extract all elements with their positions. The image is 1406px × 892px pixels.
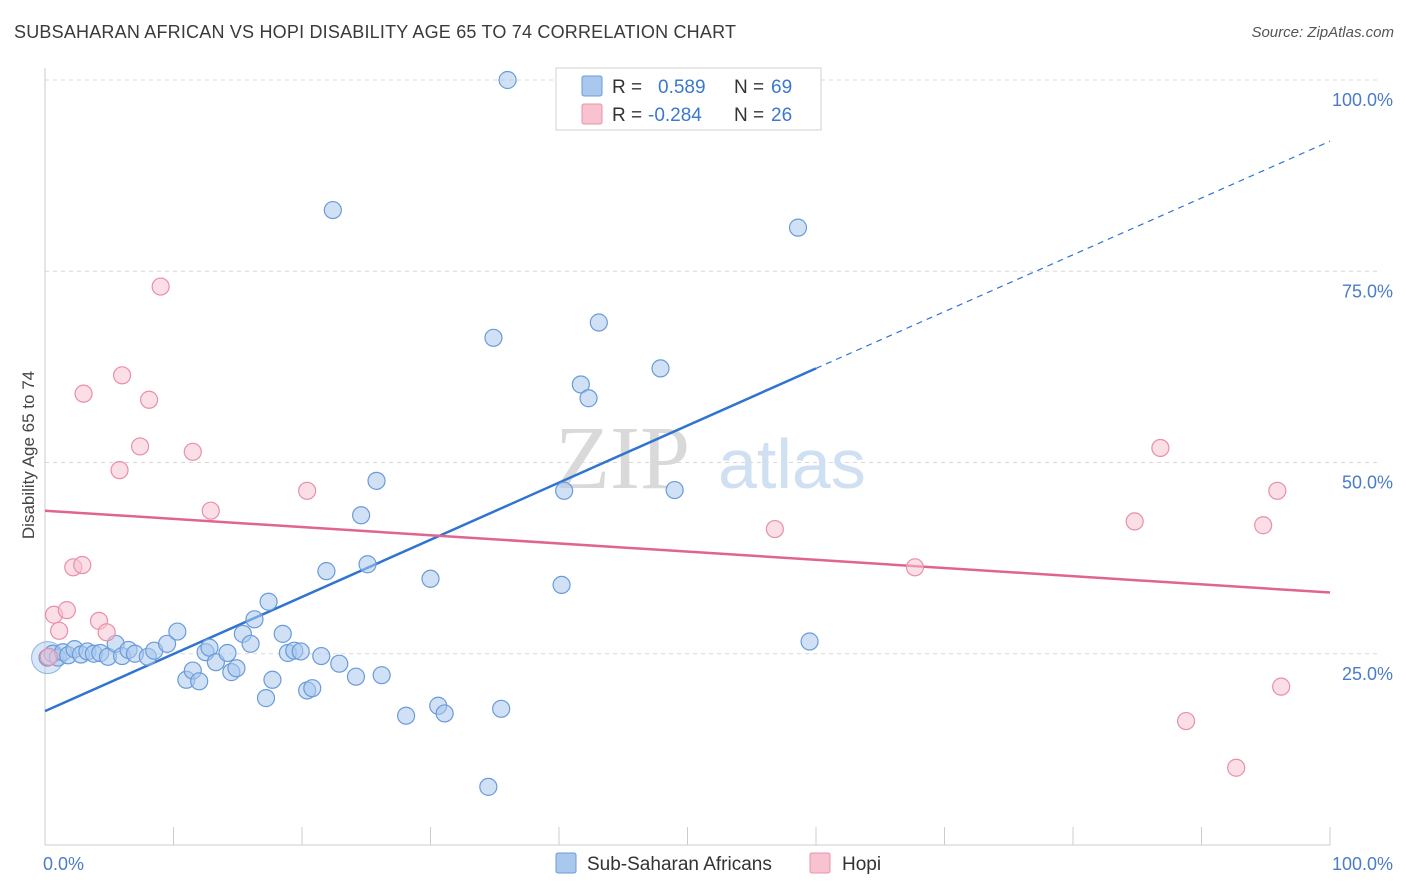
- point-sub-saharan: [273, 624, 292, 643]
- point-hopi: [57, 601, 76, 620]
- legend-n-value: 26: [771, 105, 792, 126]
- point-sub-saharan: [498, 70, 517, 90]
- legend-r-label: R =: [612, 77, 642, 98]
- y-axis-label: Disability Age 65 to 74: [19, 371, 38, 539]
- y-tick-label: 50.0%: [1342, 473, 1393, 493]
- point-hopi: [1272, 677, 1291, 696]
- point-hopi: [139, 390, 159, 409]
- legend-r-label: R =: [612, 105, 642, 126]
- legend-n-value: 69: [771, 77, 792, 98]
- point-sub-saharan: [555, 481, 574, 500]
- legend-r-value: 0.589: [658, 77, 706, 98]
- data-points: [31, 70, 1291, 796]
- legend-swatch-blue: [581, 75, 603, 97]
- chart-title: SUBSAHARAN AFRICAN VS HOPI DISABILITY AG…: [14, 22, 737, 42]
- point-hopi: [74, 384, 93, 403]
- trend-line-sub-saharan-extension: [815, 140, 1331, 369]
- series-name: Sub-Saharan Africans: [587, 854, 772, 875]
- correlation-legend: R = 0.589 N = 69 R = -0.284 N = 26: [555, 67, 822, 131]
- grid: [45, 79, 1380, 655]
- point-sub-saharan: [579, 389, 598, 408]
- point-sub-saharan: [552, 575, 571, 595]
- point-hopi: [50, 621, 69, 640]
- x-tick-label: 0.0%: [43, 854, 84, 874]
- y-tick-label: 75.0%: [1342, 281, 1393, 301]
- point-sub-saharan: [312, 646, 331, 666]
- legend-n-label: N =: [734, 77, 764, 98]
- point-sub-saharan: [256, 689, 276, 708]
- point-hopi: [298, 481, 317, 500]
- point-sub-saharan: [168, 622, 187, 641]
- series-name: Hopi: [842, 854, 881, 875]
- x-tick-label: 100.0%: [1332, 854, 1393, 874]
- point-sub-saharan: [788, 218, 808, 237]
- point-sub-saharan: [317, 562, 336, 581]
- point-hopi: [112, 366, 132, 385]
- point-sub-saharan: [259, 592, 278, 611]
- point-sub-saharan: [303, 679, 322, 698]
- point-hopi: [183, 442, 202, 461]
- point-hopi: [73, 555, 92, 575]
- x-tick-labels: 0.0% 100.0%: [43, 854, 1393, 874]
- point-sub-saharan: [571, 375, 590, 394]
- series-swatch-pink: [809, 852, 831, 874]
- point-hopi: [765, 519, 784, 539]
- legend-r-value: -0.284: [648, 105, 702, 126]
- point-hopi: [1176, 711, 1196, 731]
- point-hopi: [1268, 481, 1287, 500]
- point-hopi: [1125, 512, 1144, 531]
- trend-lines: [44, 140, 1331, 713]
- point-sub-saharan: [651, 359, 670, 378]
- point-sub-saharan: [245, 610, 264, 629]
- point-sub-saharan: [346, 667, 366, 686]
- point-sub-saharan: [589, 313, 608, 332]
- point-sub-saharan: [435, 704, 454, 723]
- point-sub-saharan: [157, 634, 177, 653]
- source-label: Source: ZipAtlas.com: [1251, 24, 1394, 41]
- point-hopi: [110, 461, 129, 480]
- point-sub-saharan: [227, 659, 246, 678]
- series-swatch-blue: [555, 852, 577, 874]
- point-hopi: [1227, 758, 1246, 777]
- legend-n-label: N =: [734, 105, 764, 126]
- point-sub-saharan: [241, 634, 260, 653]
- point-sub-saharan: [323, 200, 342, 220]
- axes: [44, 68, 1331, 846]
- watermark-atlas: atlas: [718, 425, 866, 503]
- point-sub-saharan: [421, 569, 440, 588]
- y-tick-label: 100.0%: [1332, 90, 1393, 110]
- point-hopi: [39, 647, 58, 666]
- watermark: ZIP atlas: [555, 409, 866, 508]
- point-sub-saharan: [218, 643, 237, 663]
- point-sub-saharan: [352, 506, 371, 525]
- point-sub-saharan: [367, 471, 386, 490]
- trend-line-hopi: [44, 509, 1331, 594]
- point-hopi: [905, 558, 925, 577]
- point-hopi: [1151, 438, 1170, 458]
- y-tick-label: 25.0%: [1342, 664, 1393, 684]
- point-sub-saharan: [330, 654, 349, 673]
- y-tick-labels: 25.0% 50.0% 75.0% 100.0%: [1332, 90, 1393, 684]
- point-sub-saharan: [484, 328, 503, 347]
- point-sub-saharan: [665, 480, 684, 500]
- point-hopi: [151, 277, 170, 296]
- point-sub-saharan: [800, 632, 819, 651]
- point-sub-saharan: [291, 642, 310, 661]
- point-sub-saharan: [263, 670, 282, 689]
- point-sub-saharan: [492, 699, 511, 718]
- point-hopi: [97, 623, 116, 642]
- point-hopi: [1254, 516, 1273, 535]
- point-hopi: [130, 437, 150, 456]
- point-sub-saharan: [358, 555, 377, 574]
- point-sub-saharan: [372, 666, 391, 685]
- point-sub-saharan: [190, 672, 209, 691]
- point-hopi: [201, 501, 220, 520]
- point-sub-saharan: [479, 777, 498, 796]
- legend-swatch-pink: [581, 103, 603, 125]
- point-sub-saharan: [396, 706, 416, 725]
- series-legend: Sub-Saharan Africans Hopi: [555, 852, 881, 875]
- trend-line-sub-saharan: [44, 367, 817, 713]
